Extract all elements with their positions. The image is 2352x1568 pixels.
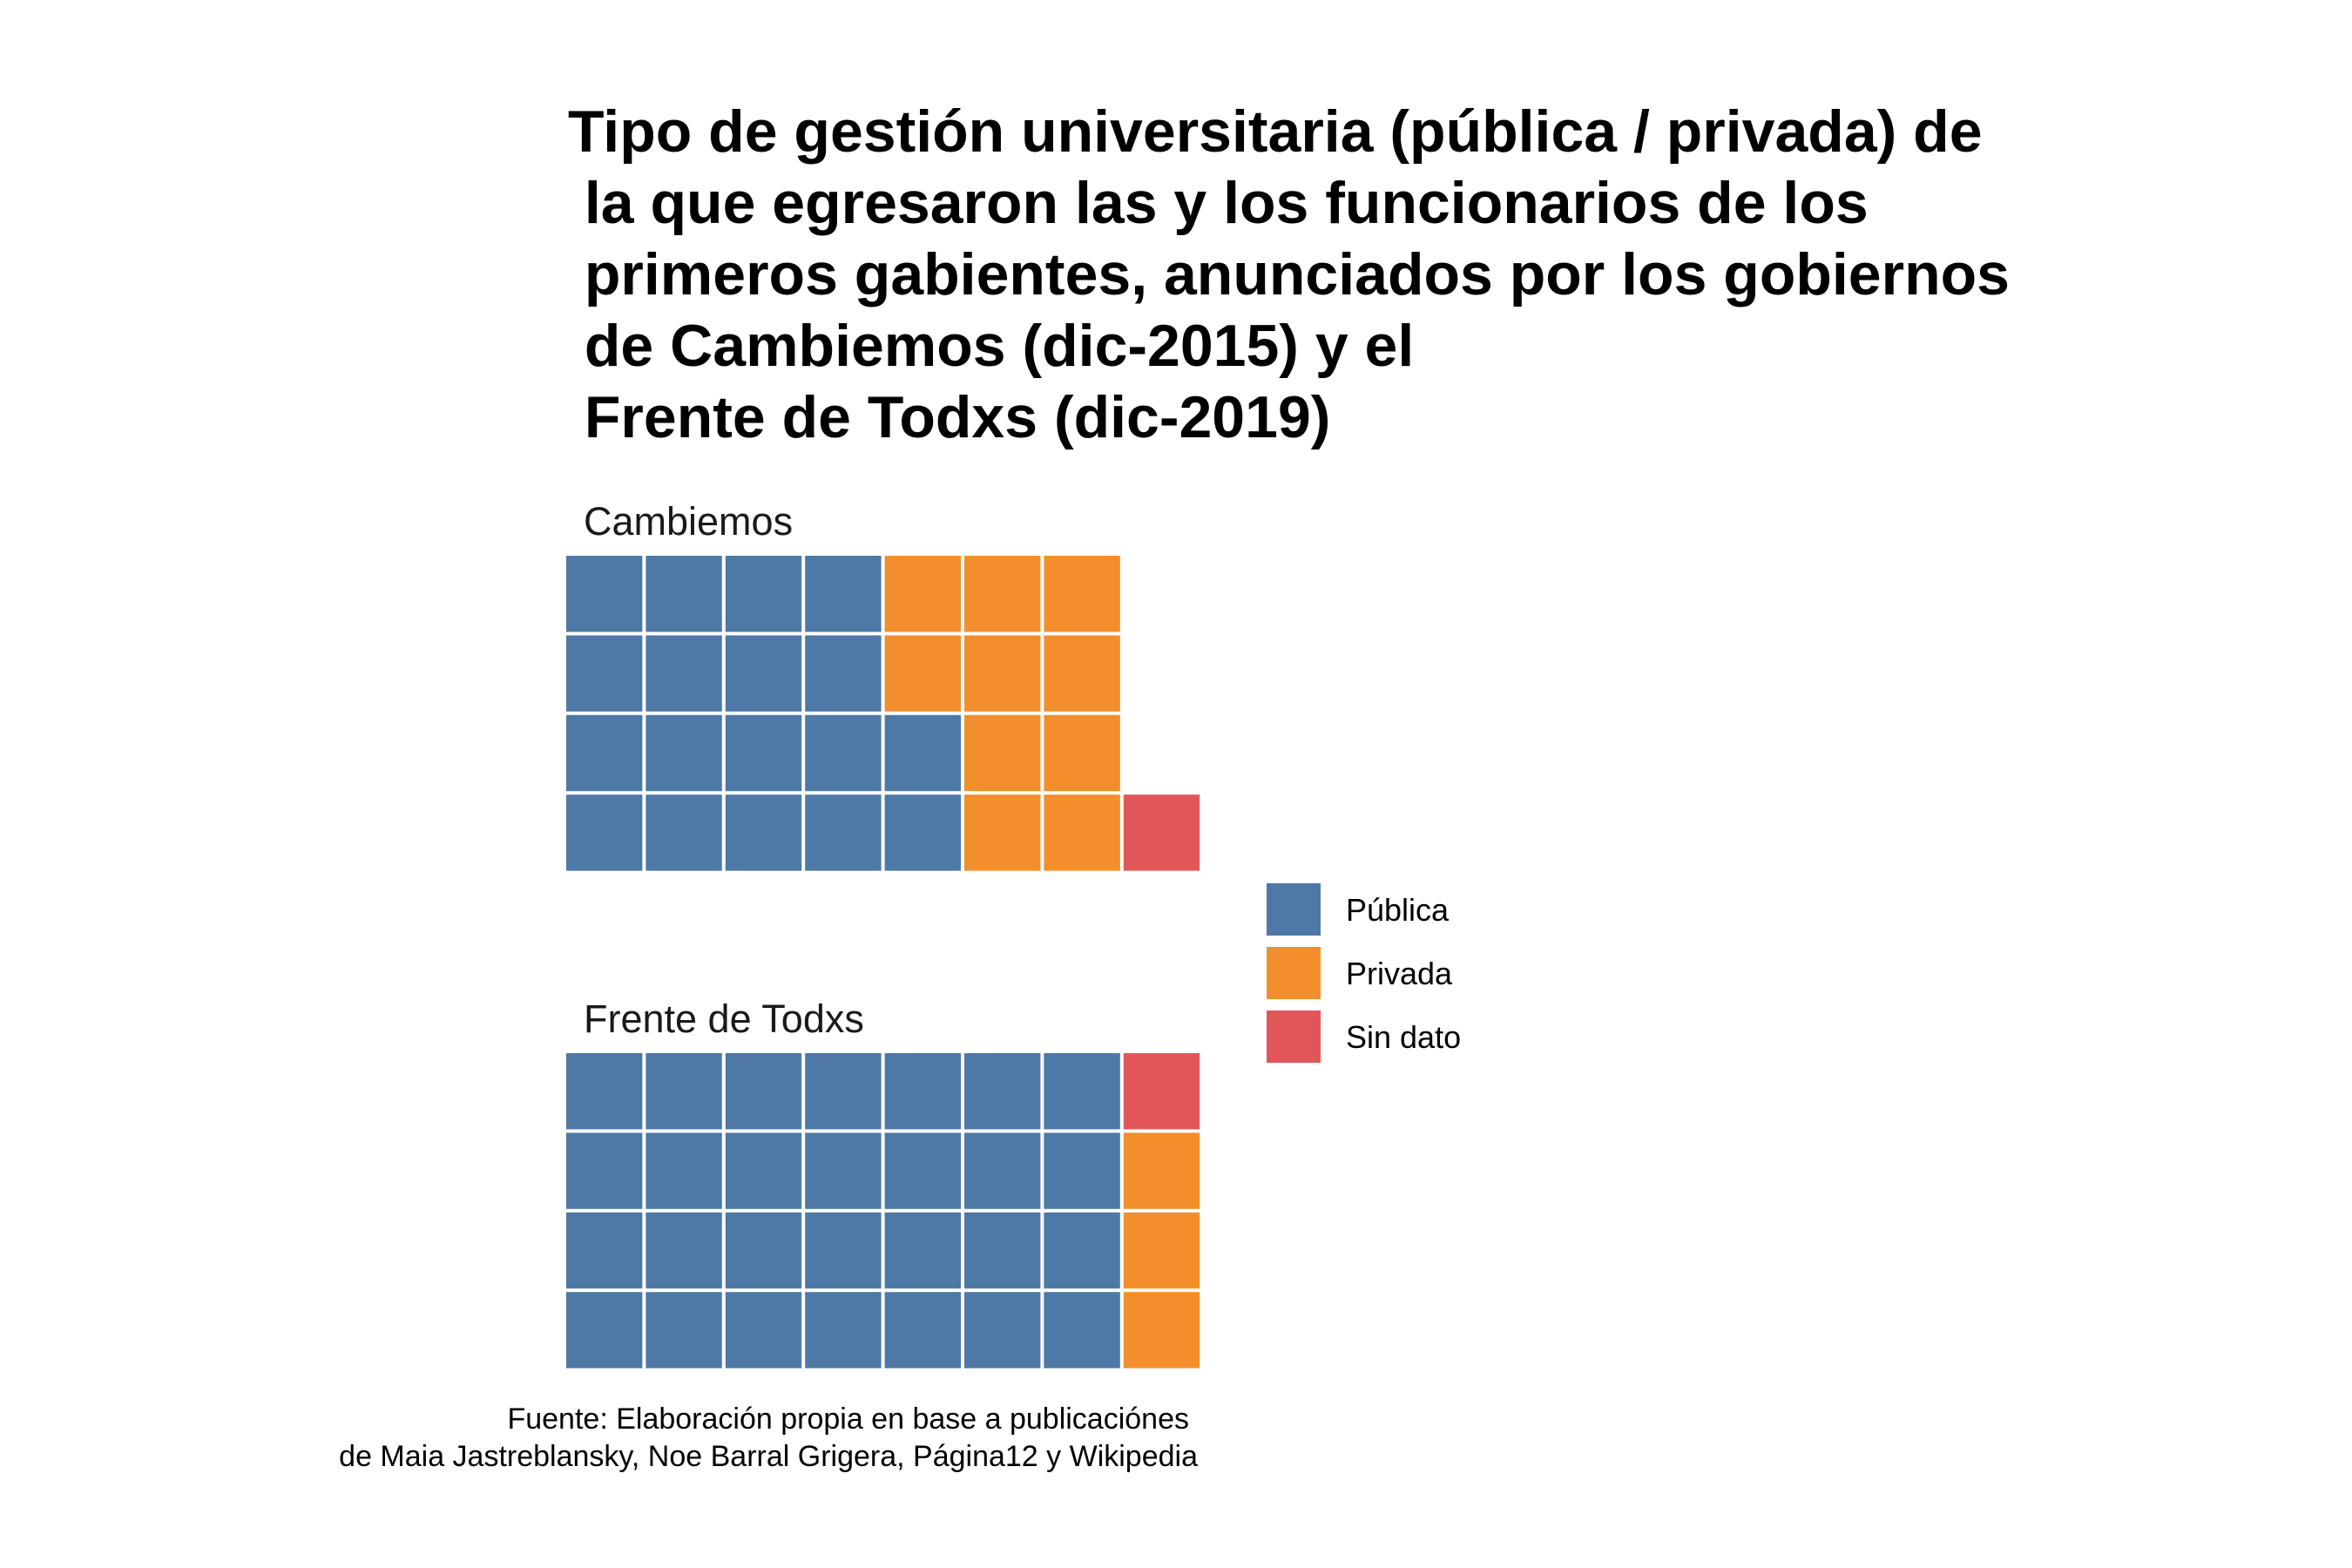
legend-label-publica: Pública: [1346, 892, 1450, 928]
waffle-cell-publica: [884, 1132, 961, 1209]
title-line-4: de Cambiemos (dic-2015) y el: [568, 313, 1414, 379]
waffle-cell-privada: [1123, 1292, 1200, 1369]
waffle-panel-cambiemos: [566, 556, 1200, 871]
waffle-cell-publica: [645, 714, 722, 792]
waffle-cell-publica: [964, 1132, 1041, 1209]
waffle-cell-publica: [566, 1212, 643, 1289]
waffle-cell-publica: [805, 1212, 882, 1289]
waffle-cell-publica: [884, 714, 961, 792]
waffle-cell-publica: [805, 635, 882, 712]
legend-key-privada: [1267, 947, 1321, 999]
waffle-cell-publica: [566, 556, 643, 632]
waffle-cell-publica: [1044, 1132, 1120, 1209]
waffle-cell-publica: [725, 794, 802, 871]
caption-line-1: Fuente: Elaboración propia en base a pub…: [507, 1402, 1189, 1436]
waffle-cell-publica: [725, 714, 802, 792]
waffle-cell-privada: [1044, 794, 1120, 871]
waffle-cell-publica: [805, 1053, 882, 1130]
title-line-5: Frente de Todxs (dic-2019): [568, 384, 1330, 450]
title-line-1: Tipo de gestión universitaria (pública /…: [568, 98, 1983, 165]
waffle-cell-publica: [1044, 1292, 1120, 1369]
facet-label-cambiemos: Cambiemos: [584, 499, 793, 544]
caption-line-2: de Maia Jastreblansky, Noe Barral Griger…: [339, 1440, 1198, 1473]
waffle-panel-frente-de-todxs: [566, 1053, 1200, 1369]
waffle-cell-publica: [884, 1212, 961, 1289]
waffle-cell-publica: [645, 1132, 722, 1209]
waffle-cell-publica: [645, 1053, 722, 1130]
waffle-cell-privada: [964, 714, 1041, 792]
waffle-cell-publica: [964, 1292, 1041, 1369]
waffle-cell-publica: [805, 794, 882, 871]
waffle-cell-sin-dato: [1123, 794, 1200, 871]
waffle-cell-publica: [725, 1212, 802, 1289]
waffle-cell-publica: [645, 1292, 722, 1369]
waffle-cell-publica: [805, 1132, 882, 1209]
waffle-cell-publica: [725, 1053, 802, 1130]
waffle-cell-publica: [645, 794, 722, 871]
waffle-cell-publica: [884, 1053, 961, 1130]
waffle-cell-publica: [964, 1053, 1041, 1130]
legend-key-publica: [1267, 883, 1321, 936]
waffle-cell-privada: [1123, 1132, 1200, 1209]
waffle-cell-publica: [725, 1292, 802, 1369]
waffle-cell-publica: [566, 794, 643, 871]
facet-label-frente-de-todxs: Frente de Todxs: [584, 997, 864, 1041]
legend: Pública Privada Sin dato: [1267, 883, 1461, 1063]
waffle-cell-publica: [566, 714, 643, 792]
waffle-cell-publica: [645, 635, 722, 712]
waffle-cell-publica: [566, 1053, 643, 1130]
waffle-cell-publica: [566, 1292, 643, 1369]
waffle-cell-publica: [1044, 1212, 1120, 1289]
waffle-cell-publica: [805, 1292, 882, 1369]
waffle-cell-privada: [1123, 1212, 1200, 1289]
waffle-cell-privada: [1044, 556, 1120, 632]
waffle-cell-publica: [645, 1212, 722, 1289]
waffle-cell-privada: [1044, 635, 1120, 712]
waffle-cell-privada: [884, 635, 961, 712]
waffle-cell-publica: [725, 1132, 802, 1209]
waffle-cell-privada: [964, 556, 1041, 632]
waffle-cell-privada: [964, 794, 1041, 871]
waffle-cell-privada: [964, 635, 1041, 712]
waffle-cell-privada: [884, 556, 961, 632]
title-line-3: primeros gabientes, anunciados por los g…: [568, 241, 2010, 308]
waffle-cell-publica: [566, 1132, 643, 1209]
waffle-cell-publica: [884, 1292, 961, 1369]
waffle-cell-privada: [1044, 714, 1120, 792]
waffle-cell-publica: [805, 556, 882, 632]
waffle-cell-publica: [884, 794, 961, 871]
waffle-cell-publica: [725, 635, 802, 712]
legend-label-sin-dato: Sin dato: [1346, 1019, 1461, 1055]
waffle-cell-publica: [805, 714, 882, 792]
waffle-cell-publica: [725, 556, 802, 632]
chart-title: Tipo de gestión universitaria (pública /…: [568, 98, 2010, 450]
caption: Fuente: Elaboración propia en base a pub…: [339, 1402, 1198, 1473]
legend-key-sin-dato: [1267, 1010, 1321, 1063]
legend-label-privada: Privada: [1346, 956, 1453, 991]
waffle-cell-publica: [645, 556, 722, 632]
title-line-2: la que egresaron las y los funcionarios …: [568, 170, 1869, 236]
waffle-cell-sin-dato: [1123, 1053, 1200, 1130]
waffle-cell-publica: [566, 635, 643, 712]
waffle-cell-publica: [964, 1212, 1041, 1289]
waffle-cell-publica: [1044, 1053, 1120, 1130]
